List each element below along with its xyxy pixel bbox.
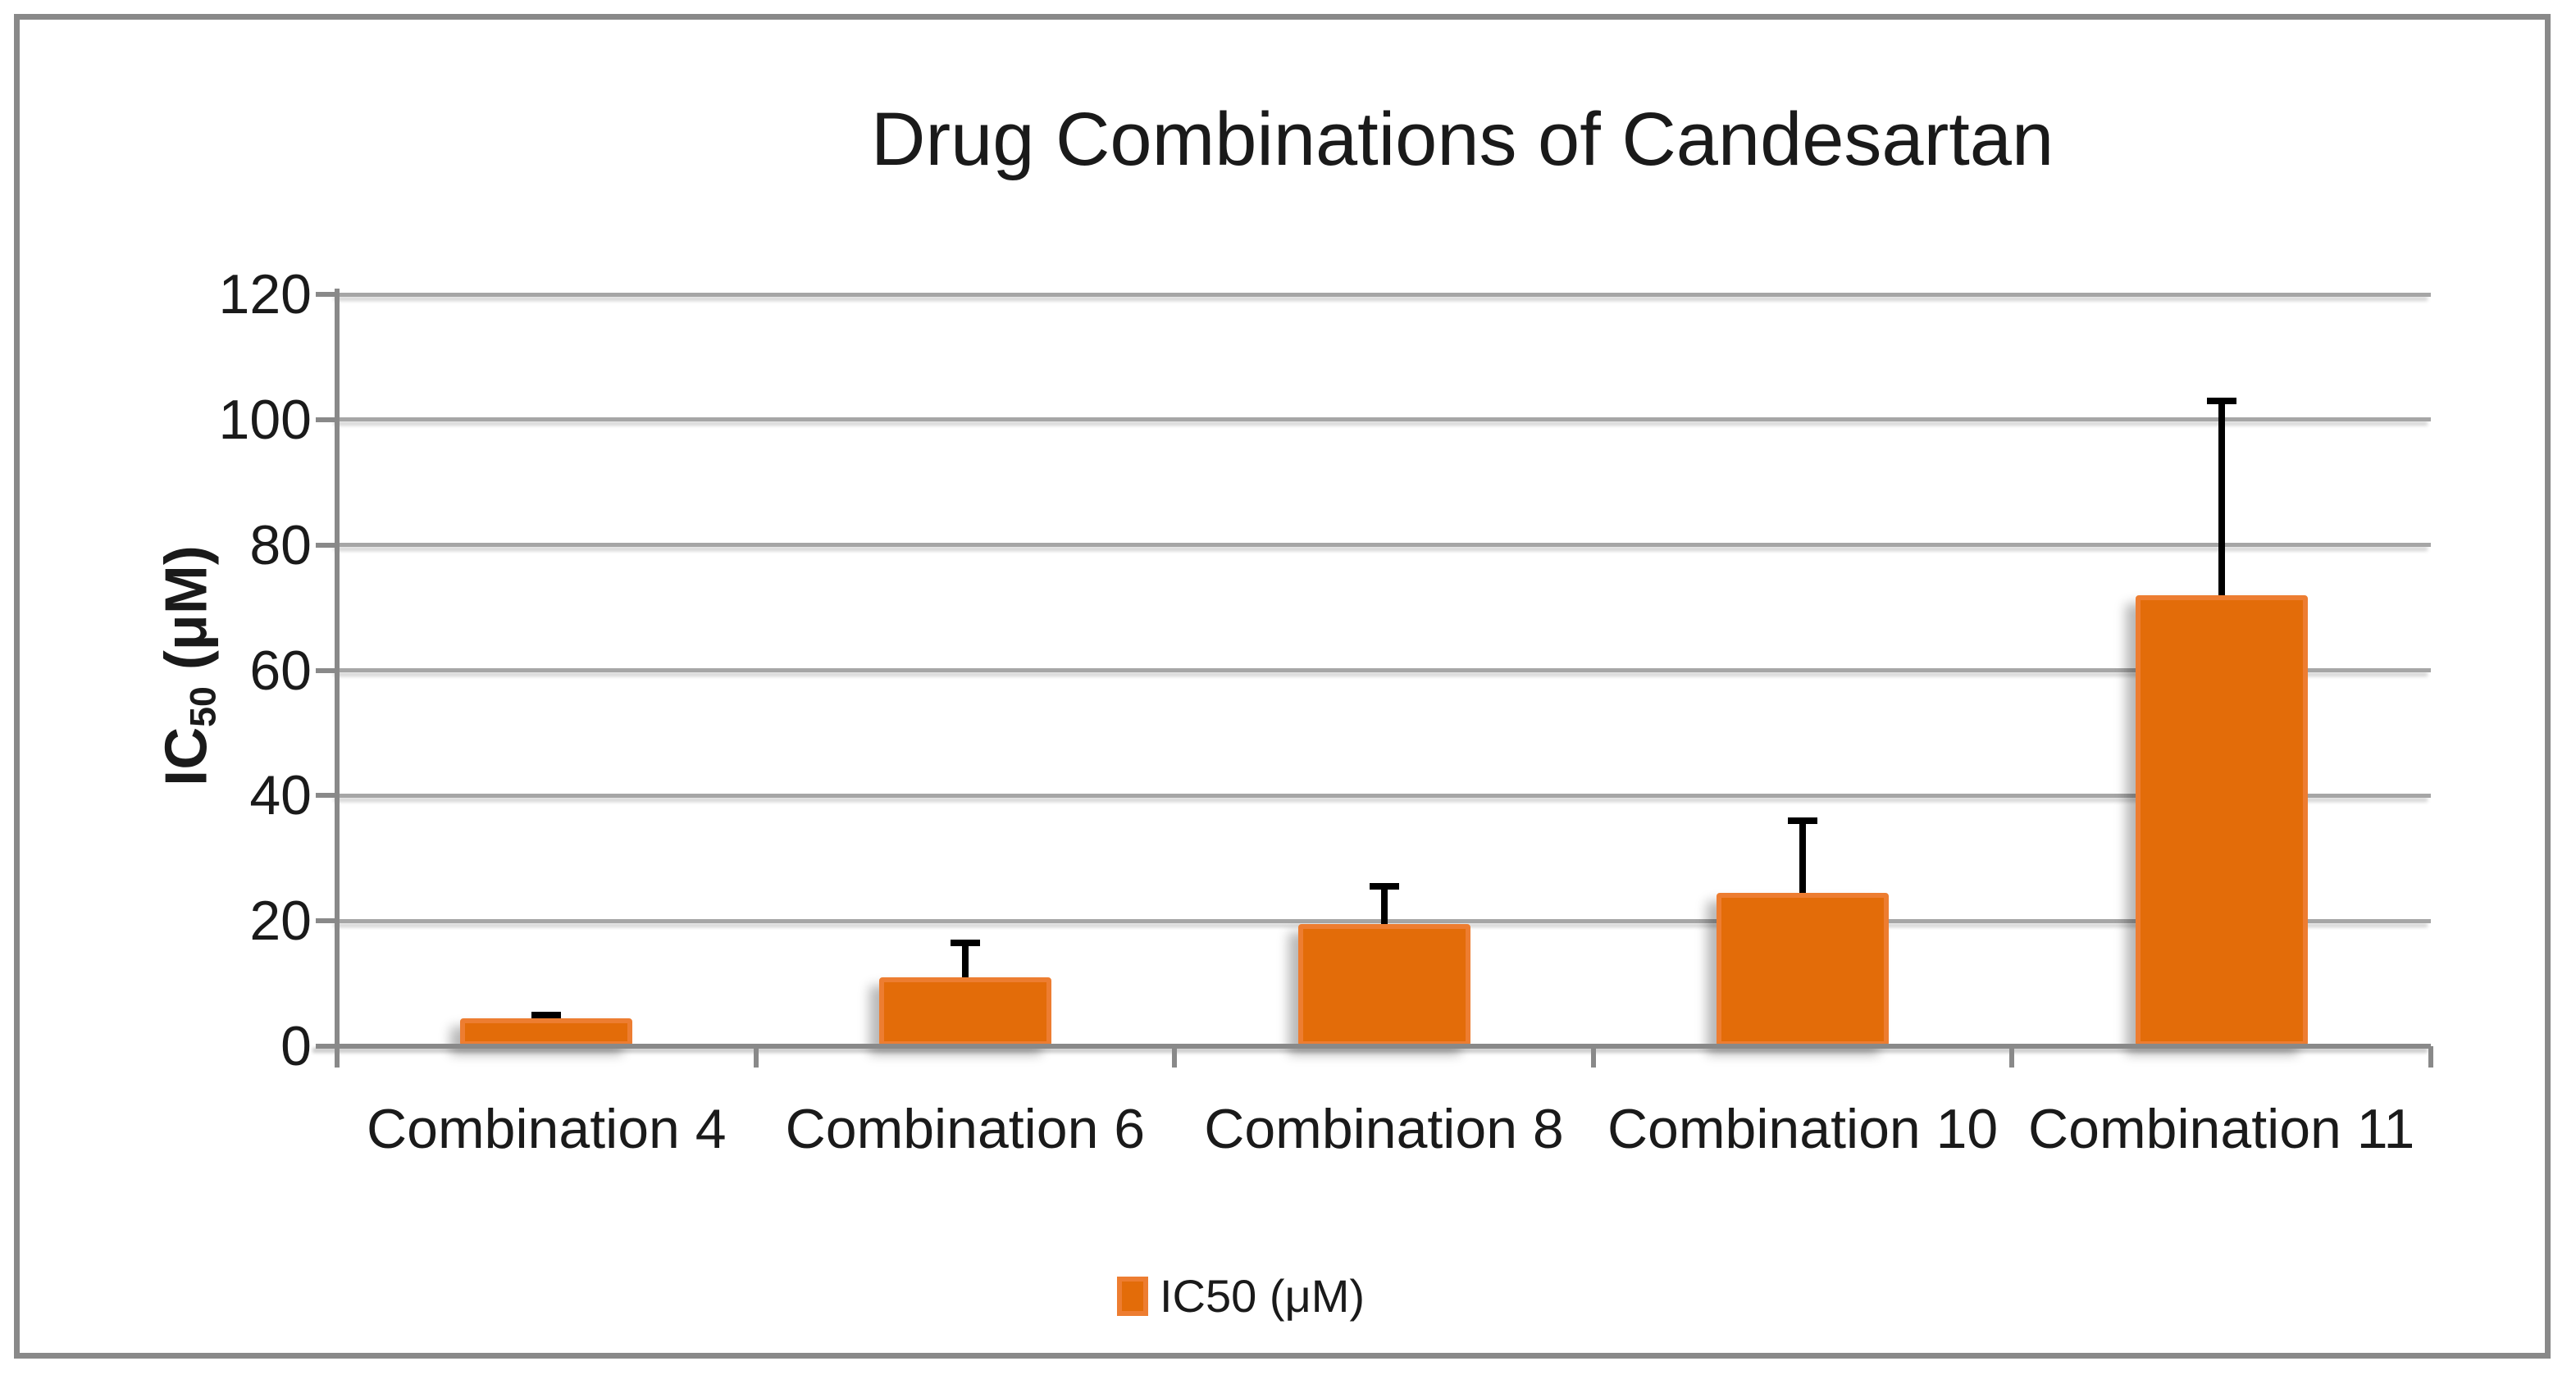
y-axis-tick-80 bbox=[316, 542, 337, 548]
bar-combination-4 bbox=[460, 1018, 633, 1046]
y-tick-label-0: 0 bbox=[280, 1015, 312, 1077]
x-axis-tick-2 bbox=[1172, 1046, 1178, 1068]
error-bar-cap-2 bbox=[950, 939, 980, 946]
x-category-label-4: Combination 10 bbox=[1607, 1098, 1999, 1160]
x-category-label-2: Combination 6 bbox=[785, 1098, 1146, 1160]
gridline-60 bbox=[337, 668, 2431, 672]
error-bar-line-5 bbox=[2218, 400, 2225, 595]
y-tick-label-80: 80 bbox=[249, 513, 312, 576]
y-tick-label-20: 20 bbox=[249, 890, 312, 953]
y-axis-tick-0 bbox=[316, 1044, 337, 1049]
x-axis-tick-3 bbox=[1590, 1046, 1596, 1068]
bar-combination-8 bbox=[1297, 923, 1470, 1046]
error-bar-line-2 bbox=[961, 942, 969, 977]
error-bar-line-4 bbox=[1799, 820, 1807, 893]
bar-combination-6 bbox=[878, 977, 1051, 1046]
gridline-40 bbox=[337, 793, 2431, 798]
error-bar-cap-1 bbox=[531, 1011, 562, 1018]
x-axis-line bbox=[316, 1044, 2431, 1049]
x-axis-tick-5 bbox=[2428, 1046, 2433, 1068]
gridline-80 bbox=[337, 543, 2431, 548]
error-bar-cap-4 bbox=[1788, 817, 1818, 824]
y-axis-tick-40 bbox=[316, 793, 337, 799]
x-axis-tick-4 bbox=[2009, 1046, 2015, 1068]
chart-title: Drug Combinations of Candesartan bbox=[871, 98, 2054, 181]
x-axis-tick-1 bbox=[753, 1046, 759, 1068]
y-tick-label-40: 40 bbox=[249, 764, 312, 827]
y-axis-line bbox=[335, 289, 340, 1068]
gridline-100 bbox=[337, 417, 2431, 422]
y-axis-tick-20 bbox=[316, 918, 337, 924]
x-category-label-3: Combination 8 bbox=[1204, 1098, 1564, 1160]
bar-combination-11 bbox=[2135, 594, 2308, 1046]
y-tick-label-100: 100 bbox=[218, 388, 312, 451]
y-axis-tick-120 bbox=[316, 292, 337, 297]
chart-outer-border bbox=[14, 14, 2551, 1359]
y-axis-tick-100 bbox=[316, 417, 337, 422]
error-bar-cap-5 bbox=[2206, 397, 2236, 404]
error-bar-line-3 bbox=[1380, 886, 1388, 924]
legend-swatch-icon bbox=[1117, 1276, 1148, 1316]
legend-label: IC50 (μM) bbox=[1160, 1270, 1366, 1322]
y-tick-label-120: 120 bbox=[218, 263, 312, 326]
x-axis-tick-0 bbox=[335, 1046, 340, 1068]
y-axis-tick-60 bbox=[316, 667, 337, 673]
x-category-label-5: Combination 11 bbox=[2028, 1098, 2415, 1160]
gridline-120 bbox=[337, 292, 2431, 297]
y-tick-label-60: 60 bbox=[249, 639, 312, 702]
x-category-label-1: Combination 4 bbox=[367, 1098, 727, 1160]
error-bar-cap-3 bbox=[1369, 883, 1399, 890]
legend: IC50 (μM) bbox=[1117, 1269, 1365, 1323]
bar-combination-10 bbox=[1717, 892, 1890, 1046]
